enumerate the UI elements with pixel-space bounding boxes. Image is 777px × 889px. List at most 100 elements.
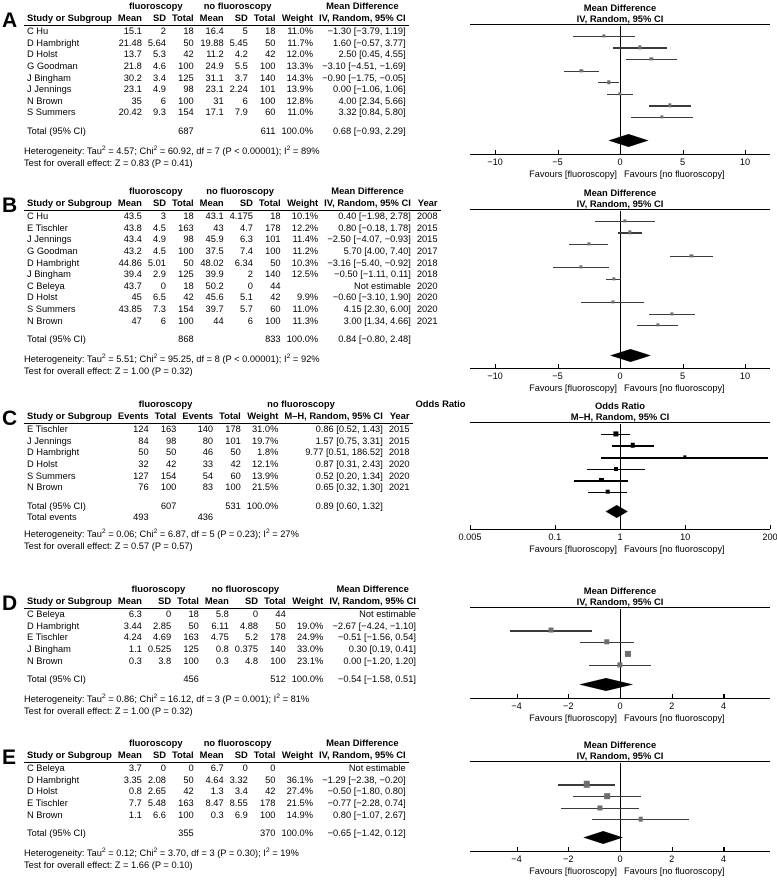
total-no-fluoroscopy: 101	[259, 84, 276, 95]
sd-fluoroscopy: 0	[160, 280, 166, 291]
total-events-row: Total events 493 436	[24, 512, 475, 524]
plot-title: Mean Difference IV, Random, 95% CI	[470, 585, 770, 607]
col-total-1: Total	[171, 196, 194, 208]
study-name: N Brown	[27, 809, 63, 820]
col-year: Year	[389, 409, 410, 421]
sd-no-fluoroscopy: 6.3	[239, 234, 253, 245]
total-no-fluoroscopy: 140	[270, 643, 286, 654]
col-sd-1: SD	[152, 11, 166, 23]
x-axis-tick-label: 10	[739, 371, 751, 381]
total-fluoroscopy: 50	[166, 447, 177, 458]
weight: 12.8%	[286, 95, 313, 106]
study-effect-marker	[689, 253, 693, 258]
x-axis-tick-label: 10	[739, 157, 751, 167]
mean-fluoroscopy: 0.8	[128, 786, 142, 797]
null-effect-line	[620, 763, 622, 851]
year: 2018	[416, 269, 438, 280]
x-axis-tick-label: −4	[511, 854, 522, 864]
plot-title-measure: Odds Ratio	[594, 400, 645, 411]
study-name: D Hambright	[27, 620, 80, 631]
total-fluoroscopy: 42	[183, 786, 194, 797]
panel-label-a: A	[2, 9, 18, 32]
study-row: J Bingham 30.2 3.4 125 31.1 3.7 140 14.3% −0.90 …	[24, 73, 409, 85]
total-n-no-fluoroscopy: 611	[260, 125, 276, 136]
sd-no-fluoroscopy: 7.9	[234, 107, 248, 118]
mean-fluoroscopy: 44.86	[118, 257, 142, 268]
mean-no-fluoroscopy: 45.6	[205, 292, 224, 303]
total-n-fluoroscopy: 868	[178, 334, 194, 345]
effect-estimate: 0.00 [−1.20, 1.20]	[343, 655, 416, 666]
effect-estimate: 0.87 [0.31, 2.43]	[315, 458, 383, 469]
weight: 11.7%	[287, 37, 313, 48]
mean-no-fluoroscopy: 39.9	[205, 269, 224, 280]
sd-no-fluoroscopy: 5.7	[239, 303, 253, 314]
sd-fluoroscopy: 7.3	[153, 303, 166, 314]
weight: 10.3%	[291, 257, 319, 268]
col-mean-2: Mean	[199, 196, 224, 208]
total-n-no-fluoroscopy: 833	[265, 334, 281, 345]
study-name: J Bingham	[27, 269, 71, 280]
mean-no-fluoroscopy: 48.02	[200, 257, 224, 268]
effect-estimate: 9.77 [0.51, 186.52]	[305, 447, 383, 458]
x-axis-tick-label: 2	[669, 701, 675, 711]
x-axis-tick	[671, 847, 673, 851]
group-header-effect: Mean Difference	[326, 737, 399, 748]
group-header-effect: Mean Difference	[331, 185, 404, 196]
header-rule	[24, 760, 409, 764]
sd-no-fluoroscopy: 3.7	[234, 72, 248, 83]
total-no-fluoroscopy: 50	[270, 257, 281, 268]
header-rule	[24, 208, 441, 212]
study-name: D Holst	[27, 786, 58, 797]
study-effect-marker	[617, 662, 623, 668]
total-no-fluoroscopy: 18	[265, 26, 276, 37]
study-row: C Beleya 6.3 0 18 5.8 0 44 Not estimable	[24, 609, 419, 621]
group-header-fluoroscopy: fluoroscopy	[128, 0, 183, 11]
study-name: J Bingham	[27, 72, 71, 83]
total-events-fluoroscopy: 493	[133, 512, 149, 523]
plot-header-rule	[470, 209, 770, 210]
sd-no-fluoroscopy: 3.32	[229, 774, 248, 785]
mean-fluoroscopy: 39.4	[123, 269, 142, 280]
study-name: C Beleya	[27, 609, 65, 620]
study-name: E Tischler	[27, 632, 68, 643]
total-no-fluoroscopy: 0	[270, 763, 276, 774]
events-fluoroscopy: 124	[133, 424, 149, 435]
col-mean-1: Mean	[117, 748, 142, 760]
plot-title: Mean Difference IV, Random, 95% CI	[470, 2, 770, 24]
x-axis-tick-label: 5	[679, 371, 686, 381]
sd-no-fluoroscopy: 5	[242, 26, 248, 37]
col-study: Study or Subgroup	[27, 11, 112, 23]
panel-b-table: fluoroscopy no fluoroscopy Mean Difference…	[24, 185, 441, 346]
study-name: J Jennings	[27, 84, 72, 95]
events-no-fluoroscopy: 33	[202, 458, 214, 469]
mean-no-fluoroscopy: 39.7	[205, 303, 224, 314]
weight: 12.0%	[286, 49, 313, 60]
col-total-1: Total	[171, 11, 194, 23]
panel-a-notes: Heterogeneity: Tau2 = 4.57; Chi2 = 60.92…	[24, 145, 320, 169]
sd-no-fluoroscopy: 2.24	[229, 84, 248, 95]
study-effect-marker	[618, 92, 622, 96]
favours-left-label: Favours [fluoroscopy]	[529, 169, 617, 179]
total-effect-estimate: 0.84 [−0.80, 2.48]	[338, 334, 411, 345]
year: 2020	[388, 470, 410, 481]
events-no-fluoroscopy: 46	[202, 447, 214, 458]
row-spacer	[24, 494, 475, 501]
sd-no-fluoroscopy: 4.88	[239, 620, 259, 631]
mean-fluoroscopy: 30.2	[123, 72, 142, 83]
study-effect-marker	[624, 650, 631, 657]
total-label: Total (95% CI)	[27, 125, 86, 136]
study-row: J Jennings 43.4 4.9 98 45.9 6.3 101 11.4% −2.50 …	[24, 234, 441, 246]
weight: 19.7%	[251, 435, 279, 446]
weight: 14.9%	[286, 809, 313, 820]
weight: 13.3%	[286, 60, 313, 71]
x-axis-tick-label: 0	[617, 854, 623, 864]
effect-estimate: −3.16 [−5.40, −0.92]	[327, 257, 411, 268]
col-effect: IV, Random, 95% CI	[324, 196, 411, 208]
favours-right-label: Favours [no fluoroscopy]	[624, 544, 725, 554]
study-name: N Brown	[27, 655, 63, 666]
total-effect-estimate: −0.54 [−1.58, 0.51]	[337, 674, 416, 685]
mean-fluoroscopy: 15.1	[123, 26, 142, 37]
column-header-row: Study or Subgroup Mean SD Total Mean SD Total W…	[24, 595, 419, 607]
sd-fluoroscopy: 6	[160, 95, 166, 106]
x-axis-line	[470, 851, 770, 852]
